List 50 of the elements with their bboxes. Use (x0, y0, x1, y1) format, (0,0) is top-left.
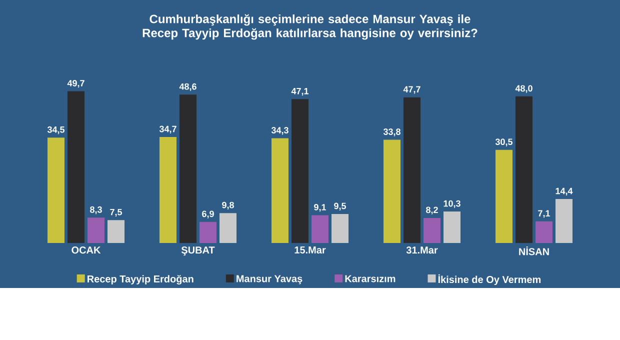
legend-label: İkisine de Oy Vermem (438, 274, 541, 286)
x-tick-label: 15.Mar (294, 246, 326, 254)
data-label: 34,5 (47, 126, 65, 134)
data-label: 47,7 (403, 86, 420, 94)
data-label: 34,7 (159, 126, 176, 134)
bar (220, 213, 237, 243)
bar (48, 138, 64, 243)
data-label: 8,3 (90, 206, 102, 214)
data-label: 30,5 (495, 138, 513, 146)
x-tick-label: 31.Mar (406, 246, 438, 254)
data-label: 48,0 (515, 85, 532, 93)
bar (424, 218, 441, 243)
data-label: 7,5 (110, 208, 122, 217)
bar (68, 91, 84, 243)
data-label: 10,3 (444, 200, 460, 208)
legend-label: Kararsızım (345, 275, 396, 282)
bar (180, 94, 196, 243)
x-tick-label: ŞUBAT (181, 246, 215, 256)
data-label: 7,1 (538, 210, 550, 218)
bar (444, 212, 461, 243)
bar (160, 137, 177, 243)
data-label: 9,1 (314, 204, 326, 212)
chart-title: Cumhurbaşkanlığı seçimlerine sadece Mansur Yavaş ile Recep Tayyip Erdoğan katılırlarsa hangisine oy verirsiniz? (142, 14, 478, 40)
bar (200, 222, 216, 243)
data-label: 47,1 (291, 88, 309, 96)
data-label: 9,8 (222, 202, 234, 210)
data-label: 14,4 (556, 188, 573, 196)
data-label: 9,5 (334, 202, 346, 210)
x-tick-label: NİSAN (519, 246, 549, 256)
data-label: 34,3 (271, 127, 288, 135)
data-label: 48,6 (179, 83, 196, 92)
data-label: 8,2 (426, 206, 438, 214)
x-tick-label: OCAK (72, 246, 101, 254)
bar (272, 138, 289, 243)
bar (332, 214, 349, 243)
bar (108, 220, 124, 243)
data-label: 49,7 (67, 80, 84, 88)
bar (536, 221, 553, 243)
bar (292, 99, 309, 243)
bar (312, 215, 329, 243)
bar (384, 140, 401, 243)
data-label: 6,9 (202, 210, 214, 218)
bar (496, 150, 513, 243)
legend-label: Mansur Yavaş (236, 275, 302, 284)
bar (556, 199, 573, 243)
data-label: 33,8 (383, 128, 400, 136)
bar (88, 218, 104, 243)
legend-label: Recep Tayyip Erdoğan (88, 275, 194, 284)
bar (516, 96, 533, 243)
bar (404, 97, 421, 243)
